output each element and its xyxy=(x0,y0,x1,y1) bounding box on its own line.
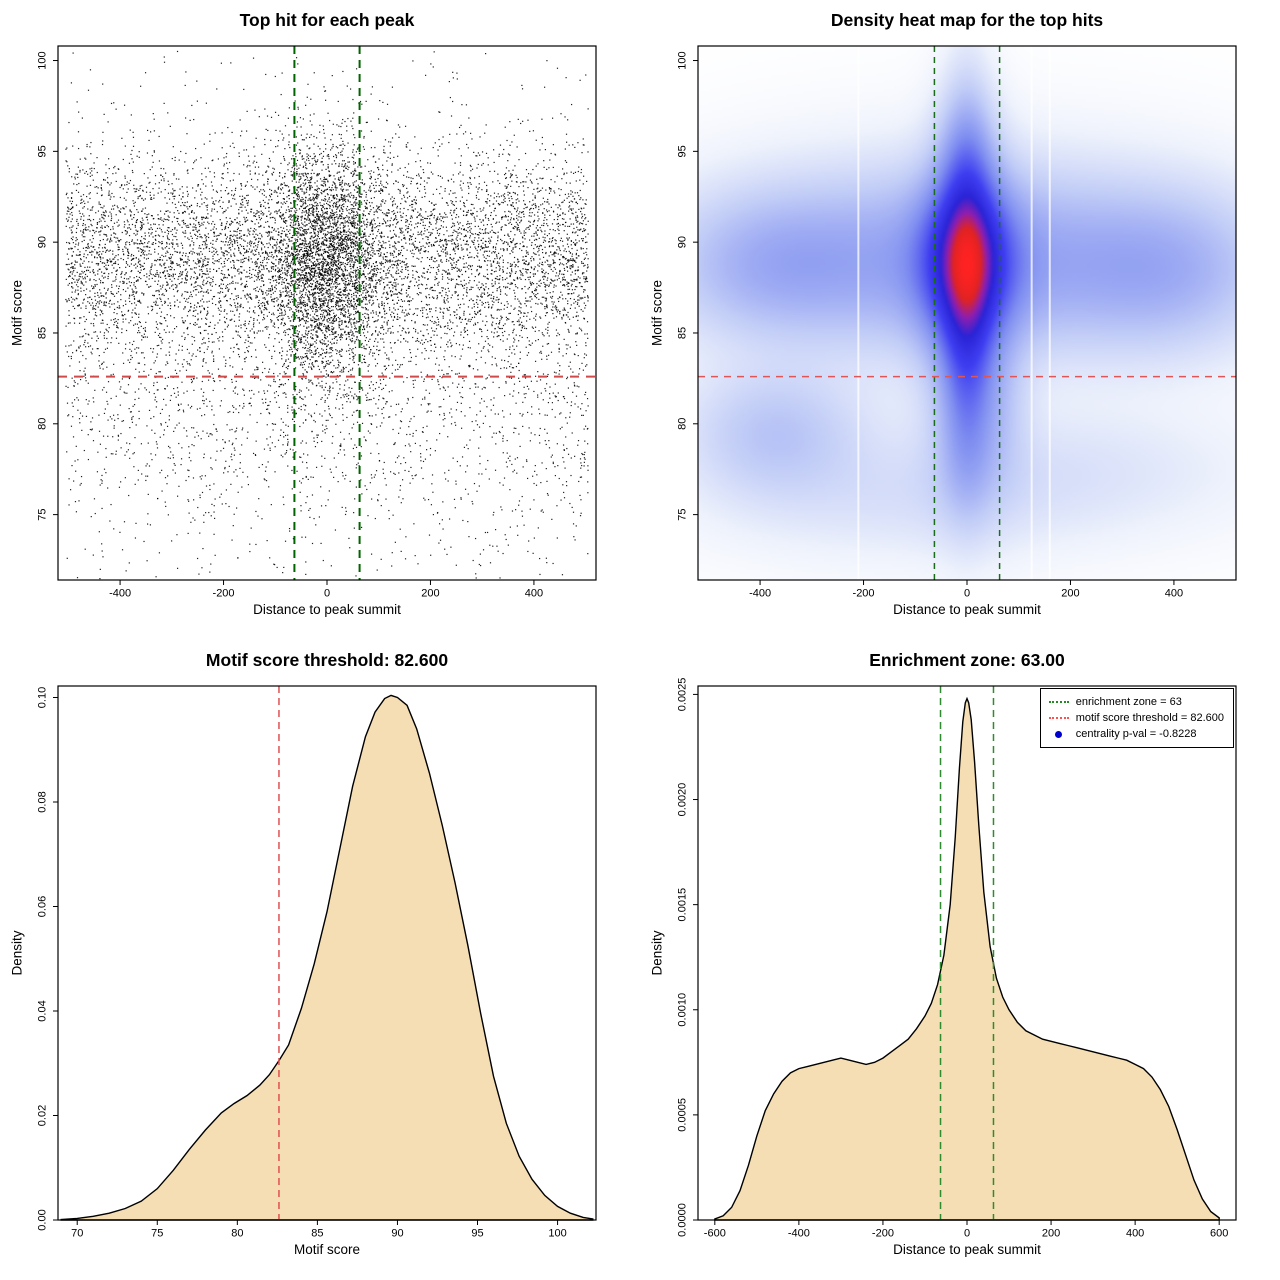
legend-item-score-threshold: motif score threshold = 82.600 xyxy=(1048,710,1224,726)
distance-density-y-axis-label: Density xyxy=(649,930,665,976)
legend-label-centrality-pval: centrality p-val = -0.8228 xyxy=(1075,728,1197,740)
scatter-canvas xyxy=(0,0,640,640)
panel-density-heatmap: Density heat map for the top hits Distan… xyxy=(640,0,1280,640)
score-density-x-axis-label: Motif score xyxy=(293,1242,361,1257)
panel-motif-score-density: Motif score threshold: 82.600 Motif scor… xyxy=(0,640,640,1280)
distance-density-title: Enrichment zone: 63.00 xyxy=(869,650,1065,670)
heatmap-canvas xyxy=(640,0,1280,640)
heatmap-title: Density heat map for the top hits xyxy=(830,10,1104,30)
scatter-title: Top hit for each peak xyxy=(239,10,415,30)
heatmap-y-axis-label: Motif score xyxy=(649,279,665,347)
enrichment-zone-line-swatch xyxy=(1048,701,1069,703)
score-threshold-line-swatch xyxy=(1048,717,1069,719)
heatmap-x-axis-label: Distance to peak summit xyxy=(893,602,1041,617)
legend-box: enrichment zone = 63 motif score thresho… xyxy=(1039,688,1234,748)
panel-distance-density: Enrichment zone: 63.00 Distance to peak … xyxy=(640,640,1280,1280)
panel-top-hits-scatter: Top hit for each peak Distance to peak s… xyxy=(0,0,640,640)
legend-item-centrality-pval: centrality p-val = -0.8228 xyxy=(1049,726,1224,742)
legend-item-enrichment-zone: enrichment zone = 63 xyxy=(1048,694,1224,710)
scatter-x-axis-label: Distance to peak summit xyxy=(253,602,401,617)
score-density-y-axis-label: Density xyxy=(9,930,25,976)
legend-label-score-threshold: motif score threshold = 82.600 xyxy=(1075,712,1224,724)
legend-label-enrichment-zone: enrichment zone = 63 xyxy=(1075,696,1182,708)
distance-density-x-axis-label: Distance to peak summit xyxy=(893,1242,1041,1257)
score-density-title: Motif score threshold: 82.600 xyxy=(205,650,449,670)
scatter-y-axis-label: Motif score xyxy=(9,279,25,347)
score-density-canvas xyxy=(0,640,640,1280)
centrality-pval-point-swatch xyxy=(1055,730,1063,738)
